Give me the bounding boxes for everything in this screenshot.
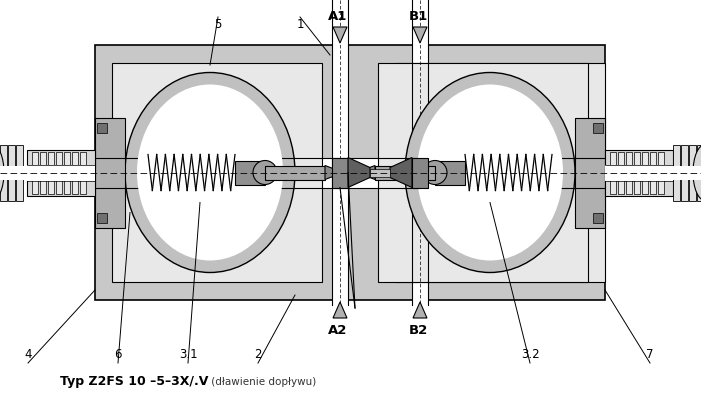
Bar [16, 145, 23, 200]
Bar [8, 145, 15, 200]
Polygon shape [413, 27, 427, 43]
Ellipse shape [0, 145, 4, 200]
Bar [333, 168, 353, 177]
Polygon shape [348, 158, 370, 187]
Text: A2: A2 [328, 324, 348, 337]
Text: 4: 4 [25, 349, 32, 362]
Bar [56, 152, 62, 193]
Ellipse shape [423, 160, 447, 185]
Bar [80, 152, 86, 193]
Bar [347, 168, 367, 177]
Bar [605, 164, 673, 181]
Ellipse shape [693, 145, 701, 200]
Bar [95, 158, 605, 187]
Text: Typ Z2FS 10 –5–3X/.V: Typ Z2FS 10 –5–3X/.V [60, 376, 208, 389]
Bar [412, 158, 428, 187]
Text: 1: 1 [297, 19, 304, 31]
Ellipse shape [417, 85, 563, 260]
Ellipse shape [253, 160, 277, 185]
Bar [681, 145, 688, 200]
Bar [412, 0, 428, 357]
Text: B1: B1 [409, 10, 428, 23]
Bar [610, 152, 616, 193]
Text: 2: 2 [254, 349, 261, 362]
Polygon shape [325, 166, 333, 179]
Bar [626, 152, 632, 193]
Bar [112, 63, 322, 282]
Text: 6: 6 [114, 349, 122, 362]
Ellipse shape [137, 85, 283, 260]
Bar [332, 0, 348, 357]
Bar [671, 166, 701, 179]
Bar [378, 63, 588, 282]
Bar [605, 150, 673, 195]
Bar [634, 152, 640, 193]
Polygon shape [333, 302, 347, 318]
Bar [235, 160, 265, 185]
Bar [650, 152, 656, 193]
Bar [48, 152, 54, 193]
Polygon shape [390, 158, 412, 187]
Bar [697, 145, 701, 200]
Bar [40, 152, 46, 193]
Bar [673, 145, 680, 200]
Text: (dławienie dopływu): (dławienie dopływu) [208, 377, 316, 387]
Bar [0, 145, 7, 200]
Bar [27, 164, 95, 181]
Bar [332, 158, 348, 187]
Bar [658, 152, 664, 193]
Polygon shape [333, 27, 347, 43]
Text: 7: 7 [646, 349, 654, 362]
Bar [575, 118, 605, 227]
Bar [95, 45, 605, 300]
Text: B2: B2 [409, 324, 428, 337]
Text: 5: 5 [215, 19, 222, 31]
Text: 3.1: 3.1 [179, 349, 197, 362]
Ellipse shape [405, 73, 575, 272]
Bar [72, 152, 78, 193]
Bar [593, 212, 603, 222]
Bar [689, 145, 696, 200]
Polygon shape [367, 166, 375, 179]
Bar [593, 123, 603, 133]
Bar [97, 123, 107, 133]
Bar [95, 118, 125, 227]
Text: 3.2: 3.2 [521, 349, 539, 362]
Bar [32, 152, 38, 193]
Bar [435, 160, 465, 185]
Ellipse shape [125, 73, 295, 272]
Bar [27, 150, 95, 195]
Bar [618, 152, 624, 193]
Bar [395, 63, 605, 282]
Bar [0, 166, 32, 179]
Bar [265, 166, 325, 179]
Bar [64, 152, 70, 193]
Text: A1: A1 [328, 10, 348, 23]
Bar [97, 212, 107, 222]
Polygon shape [413, 302, 427, 318]
Bar [370, 168, 390, 177]
Bar [375, 166, 435, 179]
Bar [642, 152, 648, 193]
